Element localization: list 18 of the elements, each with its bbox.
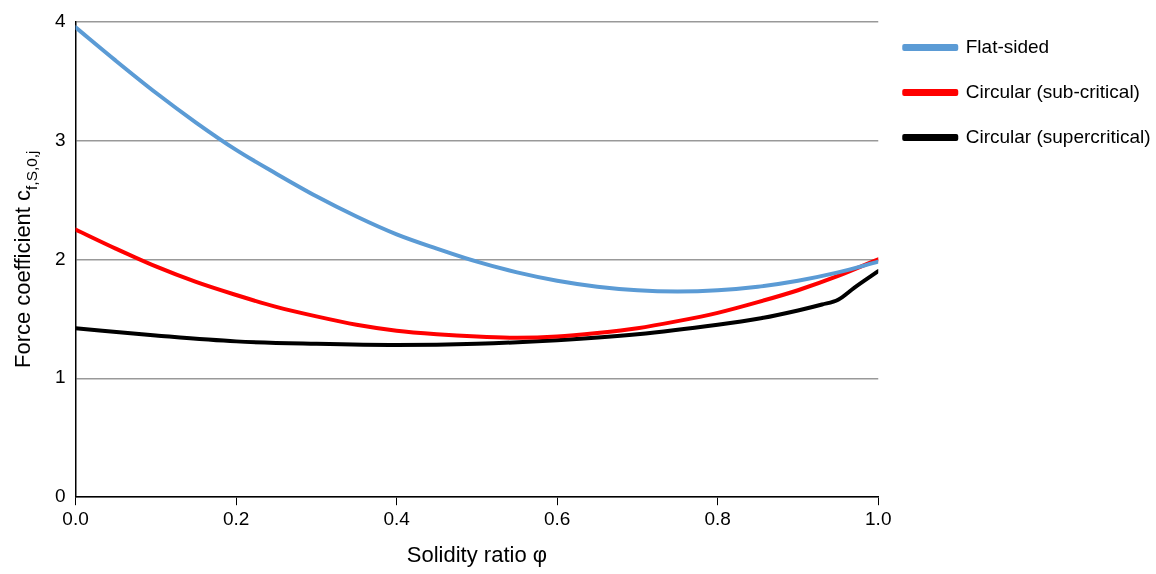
legend-label: Flat-sided bbox=[965, 35, 1050, 57]
y-tick-label: 4 bbox=[54, 9, 66, 31]
x-tick-label: 0.0 bbox=[62, 507, 89, 529]
y-tick-label: 3 bbox=[54, 128, 66, 150]
x-tick-label: 0.8 bbox=[704, 507, 731, 529]
y-tick-label: 2 bbox=[54, 247, 66, 269]
y-tick-label: 0 bbox=[54, 485, 66, 507]
y-tick-label: 1 bbox=[54, 366, 66, 388]
line-series bbox=[75, 25, 879, 294]
x-tick-label: 1.0 bbox=[865, 507, 892, 529]
legend-label: Circular (sub-critical) bbox=[965, 80, 1140, 102]
x-axis-title: Solidity ratio φ bbox=[406, 542, 548, 567]
line-series bbox=[75, 227, 879, 340]
x-tick-label: 0.2 bbox=[222, 507, 250, 529]
y-axis-title: Force coefficient cf,S,0,j bbox=[10, 150, 40, 369]
legend-label: Circular (supercritical) bbox=[965, 125, 1151, 147]
x-tick-label: 0.4 bbox=[383, 507, 411, 529]
x-tick-label: 0.6 bbox=[543, 507, 571, 529]
